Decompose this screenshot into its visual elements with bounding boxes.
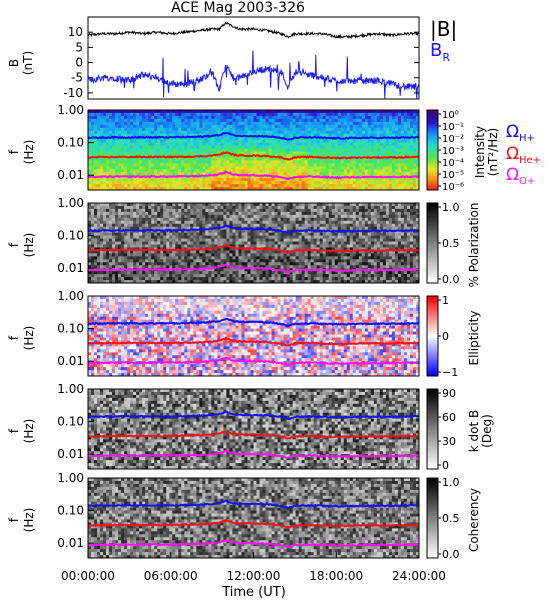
polarization-colorbar-tick-label: 0.0 <box>442 273 460 286</box>
kdotb-ytick-label: 0.10 <box>57 415 84 429</box>
ellipticity-colorbar: 1 0 −1 Ellipticity <box>427 294 481 379</box>
coherency-colorbar-tick-label: 0.5 <box>442 512 460 525</box>
kdotb-colorbar-unit: (Deg) <box>480 414 494 448</box>
polarization-yunit: (Hz) <box>22 233 36 258</box>
intensity-ytick-label: 0.01 <box>57 168 84 182</box>
kdotb-colorbar-tick-label: 0 <box>442 459 449 472</box>
legend-br-sub: R <box>442 51 450 64</box>
legend-he-plus: ΩHe+ <box>506 144 541 166</box>
kdotb-ytick-label: 1.00 <box>57 382 84 396</box>
ellipticity-yunit: (Hz) <box>22 326 36 351</box>
ellipticity-colorbar-tick-label: 0 <box>442 330 449 343</box>
intensity-colorbar-tick-label: 10⁻⁶ <box>442 182 464 193</box>
field-ytick-label: 10 <box>68 25 83 39</box>
intensity-colorbar-tick-label: 10⁻⁵ <box>442 170 464 181</box>
polarization-ylabel: f <box>7 242 21 247</box>
intensity-colorbar-tick-label: 10⁻³ <box>442 146 464 157</box>
ellipticity-panel: 1.00 0.10 0.01 f (Hz) 1 0 −1 Ellipticity <box>7 289 481 379</box>
coherency-heatmap-cells <box>88 478 419 558</box>
kdotb-heatmap-cells <box>88 389 419 469</box>
legend-br: BR <box>430 40 450 64</box>
polarization-colorbar-tick-label: 1.0 <box>442 201 460 214</box>
intensity-colorbar-tick-label: 10⁻¹ <box>442 122 464 133</box>
intensity-ytick-label: 0.10 <box>57 136 84 150</box>
ellipticity-colorbar-label: Ellipticity <box>467 311 481 366</box>
kdotb-ytick-label: 0.01 <box>57 447 84 461</box>
intensity-colorbar-tick-label: 10⁻² <box>442 134 464 145</box>
spectrogram-panels: 1.000.100.01f (Hz)10⁰10⁻¹10⁻²10⁻³10⁻⁴10⁻⁵… <box>7 103 500 561</box>
coherency-colorbar-tick-label: 0.0 <box>442 548 460 561</box>
coherency-panel: 1.00 0.10 0.01 f (Hz) 1.0 0.5 0.0 Coherency <box>7 471 481 561</box>
polarization-colorbar-label: % Polarization <box>467 203 481 288</box>
coherency-ylabel: f <box>7 517 21 522</box>
ellipticity-ytick-label: 0.10 <box>57 322 84 336</box>
figure-title: ACE Mag 2003-326 <box>171 0 305 16</box>
ellipticity-ytick-label: 0.01 <box>57 354 84 368</box>
kdotb-colorbar-label: k dot B <box>467 410 481 452</box>
ellipticity-colorbar-tick-label: 1 <box>442 294 449 307</box>
legend-btotal: |B| <box>430 17 457 41</box>
field-ytick-label: -10 <box>63 86 83 100</box>
ellipticity-ylabel: f <box>7 335 21 340</box>
xtick-label: 06:00:00 <box>144 569 198 583</box>
xtick-label: 00:00:00 <box>61 569 115 583</box>
polarization-ytick-label: 1.00 <box>57 196 84 210</box>
polarization-colorbar-tick-label: 0.5 <box>442 237 460 250</box>
coherency-yunit: (Hz) <box>22 508 36 533</box>
coherency-ytick-label: 0.01 <box>57 536 84 550</box>
intensity-heatmap-cells <box>88 110 419 190</box>
coherency-ytick-label: 1.00 <box>57 471 84 485</box>
intensity-colorbar-unit: (nT²/Hz) <box>486 128 500 176</box>
legend-h-plus: ΩH+ <box>506 122 535 144</box>
ellipticity-colorbar-tick-label: −1 <box>442 366 458 379</box>
intensity-colorbar-tick-label: 10⁻⁴ <box>442 158 464 169</box>
xaxis-label: Time (UT) <box>221 585 286 600</box>
field-yunit: (nT) <box>21 51 35 75</box>
polarization-colorbar: 1.0 0.5 0.0 % Polarization <box>427 201 481 287</box>
xtick-label: 24:00:00 <box>392 569 446 583</box>
field-ylabel: B <box>7 59 21 67</box>
intensity-ytick-label: 1.00 <box>57 103 84 117</box>
field-ytick-label: 0 <box>75 56 83 70</box>
gyro-legend: ΩH+ ΩHe+ ΩO+ <box>506 122 541 187</box>
legend-br-label: B <box>430 40 442 61</box>
intensity-panel: 1.00 0.10 0.01 f (Hz) 10⁰10⁻¹10⁻²10⁻³10⁻⁴10⁻⁵… <box>7 103 500 193</box>
coherency-ytick-label: 0.10 <box>57 504 84 518</box>
polarization-ytick-label: 0.10 <box>57 229 84 243</box>
coherency-colorbar-tick-label: 1.0 <box>442 476 460 489</box>
field-ytick-label: 5 <box>75 40 83 54</box>
kdotb-colorbar-tick-label: 30 <box>442 435 456 448</box>
coherency-colorbar: 1.0 0.5 0.0 Coherency <box>427 476 481 561</box>
polarization-heatmap-cells <box>88 203 419 283</box>
kdotb-colorbar-tick-label: 60 <box>442 411 456 424</box>
xtick-label: 12:00:00 <box>227 569 281 583</box>
ellipticity-ytick-label: 1.00 <box>57 289 84 303</box>
kdotb-panel: 1.00 0.10 0.01 f (Hz) 90 60 30 0 k dot B (Deg) <box>7 382 494 472</box>
coherency-colorbar-label: Coherency <box>467 488 481 552</box>
kdotb-colorbar: 90 60 30 0 k dot B (Deg) <box>427 387 494 472</box>
intensity-colorbar-tick-label: 10⁰ <box>442 110 459 121</box>
intensity-yunit: (Hz) <box>22 140 36 165</box>
intensity-ylabel: f <box>7 149 21 154</box>
kdotb-yunit: (Hz) <box>22 419 36 444</box>
xtick-label: 18:00:00 <box>309 569 363 583</box>
kdotb-ylabel: f <box>7 428 21 433</box>
intensity-colorbar-label: Intensity <box>473 126 487 178</box>
polarization-panel: 1.00 0.10 0.01 f (Hz) 1.0 0.5 0.0 % Polarization <box>7 196 481 287</box>
legend-o-plus: ΩO+ <box>506 165 535 187</box>
polarization-ytick-label: 0.01 <box>57 261 84 275</box>
kdotb-colorbar-tick-label: 90 <box>442 387 456 400</box>
field-ytick-label: -5 <box>71 71 83 85</box>
